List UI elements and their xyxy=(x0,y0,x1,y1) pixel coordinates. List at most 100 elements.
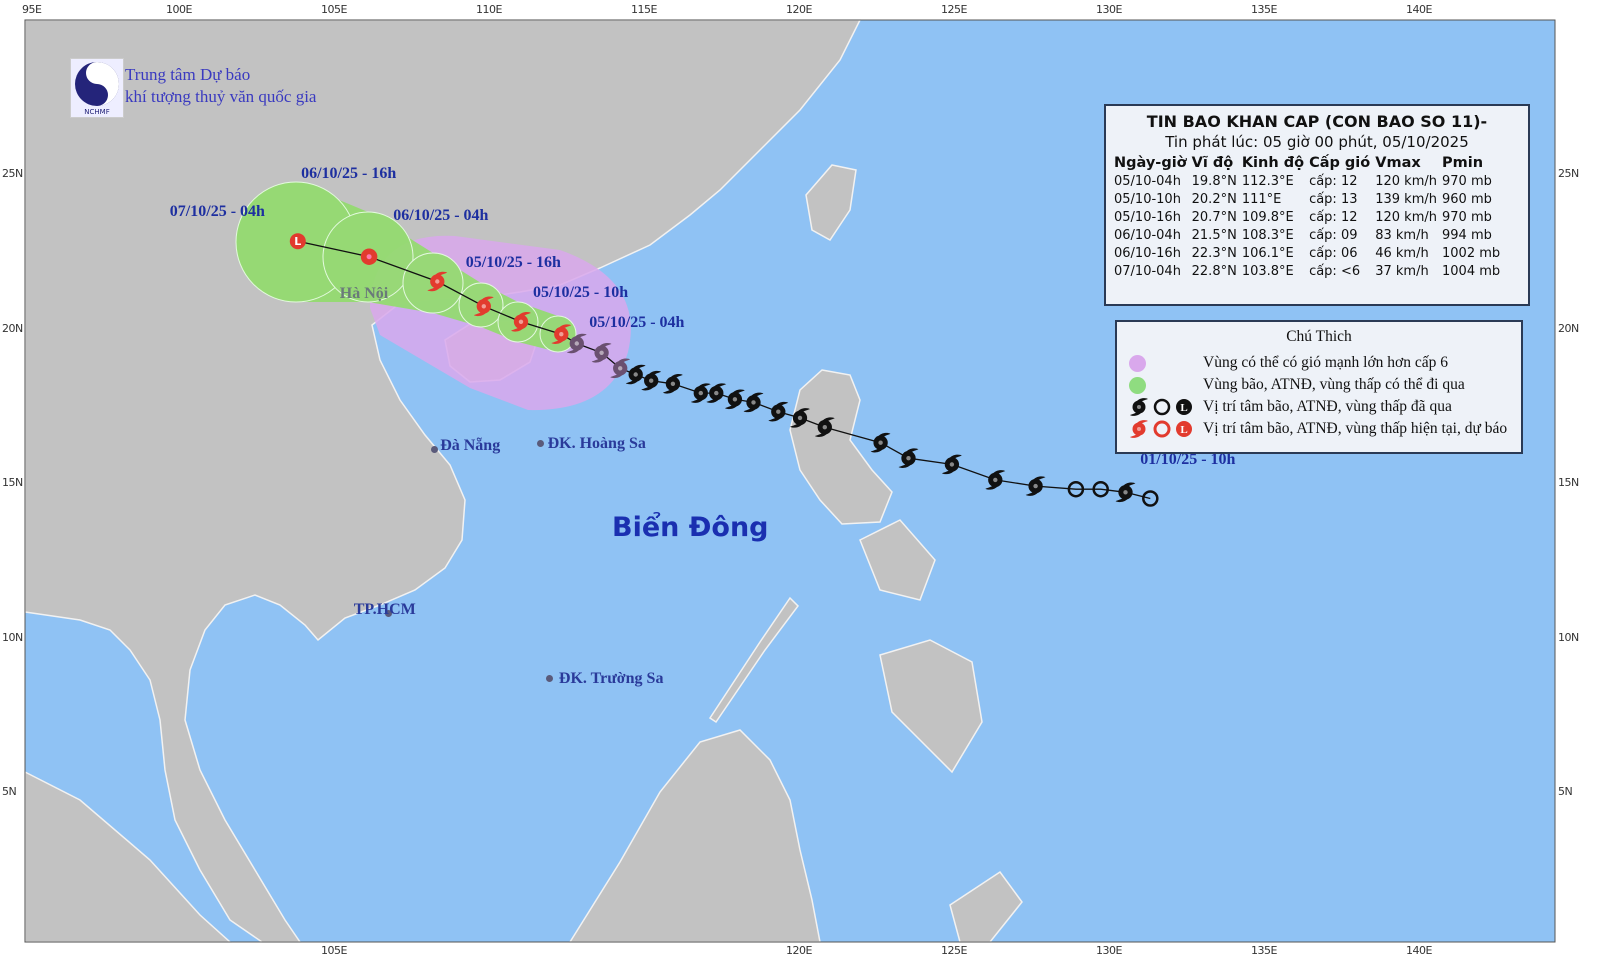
table-cell: 06/10-04h xyxy=(1114,228,1181,243)
bulletin-title: TIN BAO KHAN CAP (CON BAO SO 11)- xyxy=(1146,112,1488,131)
place-marker xyxy=(536,439,544,447)
table-cell: cấp: 12 xyxy=(1309,210,1358,225)
latitude-tick-label: 5N xyxy=(2,785,17,798)
longitude-tick-label: 95E xyxy=(22,3,42,16)
table-cell: cấp: 06 xyxy=(1309,246,1358,261)
table-cell: 20.7°N xyxy=(1191,210,1237,225)
latitude-tick-label: 25N xyxy=(1558,167,1579,180)
svg-text:NCHMF: NCHMF xyxy=(84,108,109,116)
legend-item-past: L Vị trí tâm bão, ATNĐ, vùng thấp đã qua xyxy=(1129,396,1452,418)
place-label: TP.HCM xyxy=(353,601,416,619)
table-cell: 103.8°E xyxy=(1241,264,1294,279)
table-cell: cấp: 09 xyxy=(1309,228,1358,243)
legend-label: Vị trí tâm bão, ATNĐ, vùng thấp đã qua xyxy=(1203,398,1452,415)
taiwan xyxy=(805,164,857,241)
table-row: 05/10-16h 20.7°N 109.8°E cấp: 12 120 km/h 970… xyxy=(1114,209,1505,227)
legend-label: Vị trí tâm bão, ATNĐ, vùng thấp hiện tại… xyxy=(1203,420,1508,437)
latitude-tick-label: 15N xyxy=(1558,476,1579,489)
longitude-tick-label: 140E xyxy=(1406,944,1432,957)
place-marker xyxy=(431,445,439,453)
current-position-icons: L xyxy=(1129,419,1195,439)
pink-circle-icon xyxy=(1129,354,1146,372)
latitude-tick-label: 25N xyxy=(2,167,23,180)
table-row: 06/10-04h 21.5°N 108.3°E cấp: 09 83 km/h 994 … xyxy=(1114,227,1505,245)
bulletin-panel: TIN BAO KHAN CAP (CON BAO SO 11)- Tin ph… xyxy=(1104,104,1530,306)
org-line2: khí tượng thuỷ văn quốc gia xyxy=(125,87,317,106)
table-cell: 83 km/h xyxy=(1375,228,1429,243)
past-position-depression-icon xyxy=(1142,490,1159,507)
forecast-position-low-pressure-icon xyxy=(289,233,306,250)
table-cell: 05/10-10h xyxy=(1114,192,1181,207)
table-cell: 139 km/h xyxy=(1375,192,1437,207)
forecast-time-label: 05/10/25 - 16h xyxy=(465,254,561,272)
place-label: ĐK. Hoàng Sa xyxy=(547,434,646,452)
past-position-depression-icon xyxy=(1092,480,1109,498)
longitude-tick-label: 105E xyxy=(321,944,347,957)
borneo xyxy=(568,729,821,943)
forecast-time-label: 05/10/25 - 10h xyxy=(533,283,629,301)
longitude-tick-label: 140E xyxy=(1406,3,1432,16)
longitude-tick-label: 135E xyxy=(1251,3,1277,16)
table-cell: cấp: 13 xyxy=(1309,192,1358,207)
forecast-time-label: 07/10/25 - 04h xyxy=(169,203,265,221)
column-header: Vĩ độ xyxy=(1191,155,1234,171)
table-cell: 05/10-04h xyxy=(1114,174,1181,189)
forecast-table: Ngày-giờ Vĩ độ Kinh độ Cấp gió Vmax Pmin 05/1… xyxy=(1114,155,1505,281)
latitude-tick-label: 20N xyxy=(2,321,23,335)
place-marker xyxy=(545,675,553,683)
storm-track-line xyxy=(297,240,1151,500)
landmasses xyxy=(24,19,1023,943)
map-frame xyxy=(24,19,1556,943)
table-cell: 22.3°N xyxy=(1191,246,1237,261)
latitude-tick-label: 10N xyxy=(2,630,23,644)
place-marker xyxy=(384,610,392,618)
longitude-tick-label: 100E xyxy=(166,3,192,16)
table-cell: 120 km/h xyxy=(1375,210,1437,225)
past-position-depression-icon xyxy=(1067,480,1085,498)
table-cell: 20.2°N xyxy=(1191,192,1237,207)
legend-label: Vùng bão, ATNĐ, vùng thấp có thể đi qua xyxy=(1203,376,1465,393)
place-label: Hà Nội xyxy=(339,285,389,302)
table-cell: 19.8°N xyxy=(1191,174,1237,189)
palawan xyxy=(708,596,799,724)
place-label: ĐK. Trường Sa xyxy=(558,670,664,688)
latitude-tick-label: 10N xyxy=(1558,630,1579,644)
visayas xyxy=(859,519,936,601)
forecast-time-label: 05/10/25 - 04h xyxy=(589,314,685,332)
table-cell: 05/10-16h xyxy=(1114,210,1181,225)
table-cell: 994 mb xyxy=(1442,228,1492,243)
green-circle-icon xyxy=(1129,376,1146,394)
forecast-time-label: 06/10/25 - 16h xyxy=(301,164,397,182)
svg-text:L: L xyxy=(1180,424,1187,436)
low-letter: L xyxy=(294,235,301,248)
longitude-tick-label: 115E xyxy=(631,3,657,16)
column-header: Cấp gió xyxy=(1309,155,1371,171)
longitude-tick-label: 125E xyxy=(941,3,967,16)
table-cell: 111°E xyxy=(1241,192,1282,207)
column-header: Kinh độ xyxy=(1241,155,1305,171)
table-cell: 960 mb xyxy=(1442,192,1492,207)
column-header: Vmax xyxy=(1375,155,1421,171)
table-cell: 108.3°E xyxy=(1241,228,1294,243)
latitude-tick-label: 20N xyxy=(1558,321,1579,335)
track-start-label: 01/10/25 - 10h xyxy=(1140,450,1236,468)
column-header: Ngày-giờ xyxy=(1114,155,1187,171)
table-cell: 37 km/h xyxy=(1375,264,1429,279)
table-cell: 970 mb xyxy=(1442,174,1492,189)
latitude-tick-label: 15N xyxy=(2,476,23,489)
svg-text:L: L xyxy=(1180,402,1187,414)
longitude-tick-label: 120E xyxy=(786,944,812,957)
table-cell: 120 km/h xyxy=(1375,174,1437,189)
table-cell: 109.8°E xyxy=(1241,210,1294,225)
legend-label: Vùng có thể có gió mạnh lớn hơn cấp 6 xyxy=(1203,354,1448,371)
table-cell: cấp: <6 xyxy=(1309,264,1361,279)
table-cell: 21.5°N xyxy=(1191,228,1237,243)
table-cell: cấp: 12 xyxy=(1309,174,1358,189)
past-position-icons: L xyxy=(1129,397,1195,417)
table-cell: 06/10-16h xyxy=(1114,246,1181,261)
sulawesi xyxy=(949,870,1023,943)
nchmf-logo: NCHMF xyxy=(70,58,124,118)
legend-panel: Chú Thich Vùng có thể có gió mạnh lớn hơ… xyxy=(1115,320,1523,454)
bulletin-issued: Tin phát lúc: 05 giờ 00 phút, 05/10/2025 xyxy=(1165,133,1469,151)
legend-title: Chú Thich xyxy=(1286,328,1352,345)
